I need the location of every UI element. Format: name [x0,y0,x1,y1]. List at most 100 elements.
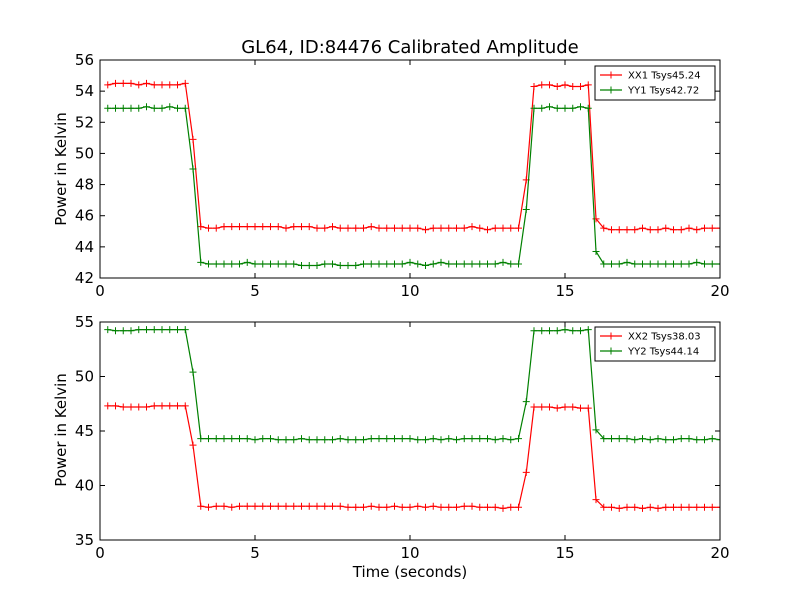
data-point [491,503,499,511]
data-point [631,260,639,268]
data-point [282,502,290,510]
data-point [600,260,608,268]
data-point [623,258,631,266]
legend-entry: YY1 Tsys42.72 [627,86,699,97]
data-point [352,436,360,444]
data-point [205,435,212,443]
data-point [538,81,546,89]
data-point [561,403,569,411]
data-point [391,435,398,443]
data-point [670,436,677,444]
data-point [174,81,181,89]
data-point [569,327,577,335]
data-point [274,502,282,510]
data-point [313,436,321,444]
data-point [267,223,274,231]
data-point [112,327,119,335]
data-point [367,223,375,231]
data-point [220,502,228,510]
data-point [608,260,615,268]
data-point [321,260,329,268]
data-point [383,260,391,268]
data-point [685,260,693,268]
data-point [383,503,391,511]
legend-entry: YY2 Tsys44.14 [627,347,699,358]
data-point [166,326,174,334]
data-point [453,224,460,232]
data-point [662,224,670,232]
data-point [174,326,181,334]
data-point [639,504,646,512]
x-tick-label: 5 [250,282,260,300]
data-point [228,260,236,268]
data-point [577,327,584,335]
data-point [305,436,313,444]
bottom-y-axis-label: Power in Kelvin [52,373,70,487]
data-point [577,103,584,111]
data-point [538,104,546,112]
data-point [398,260,406,268]
data-point [336,262,344,270]
data-point [460,224,468,232]
legend-marker [607,86,615,94]
data-point [422,226,429,234]
data-point [499,258,507,266]
data-point [460,435,468,443]
data-point [445,260,453,268]
data-point [577,404,584,412]
data-point [251,436,259,444]
data-point [623,503,631,511]
data-point [150,326,158,334]
data-point [701,224,708,232]
data-point [499,435,507,443]
data-point [251,223,259,231]
data-point [344,262,352,270]
data-point [112,402,119,410]
data-point [158,81,166,89]
data-point [646,503,654,511]
data-point [553,104,561,112]
data-point [406,258,414,266]
data-point [476,260,484,268]
data-point [127,403,135,411]
data-point [127,327,135,335]
data-point [174,402,181,410]
data-point [143,79,150,87]
data-point [708,260,716,268]
data-point [615,226,623,234]
x-tick-label: 15 [555,282,574,300]
y-tick-label: 44 [75,238,94,256]
data-point [104,402,112,410]
data-point [662,260,670,268]
data-point [220,223,228,231]
data-point [321,502,329,510]
data-point [522,398,530,406]
data-point [282,260,290,268]
data-point [189,441,197,449]
data-point [104,104,112,112]
data-point [654,504,662,512]
data-point [422,503,429,511]
data-point [360,503,367,511]
data-point [243,435,251,443]
data-point [344,224,352,232]
data-point [693,226,701,234]
data-point [639,224,646,232]
data-point [305,502,313,510]
data-point [259,223,267,231]
data-point [670,503,677,511]
x-tick-label: 20 [710,282,729,300]
data-point [445,503,453,511]
data-point [429,435,437,443]
data-point [701,436,708,444]
data-point [693,436,701,444]
data-point [716,260,720,268]
data-point [228,435,236,443]
data-point [205,224,212,232]
data-point [608,226,615,234]
data-point [360,260,367,268]
data-point [313,502,321,510]
x-tick-label: 5 [250,544,260,562]
data-point [205,260,212,268]
data-point [654,226,662,234]
